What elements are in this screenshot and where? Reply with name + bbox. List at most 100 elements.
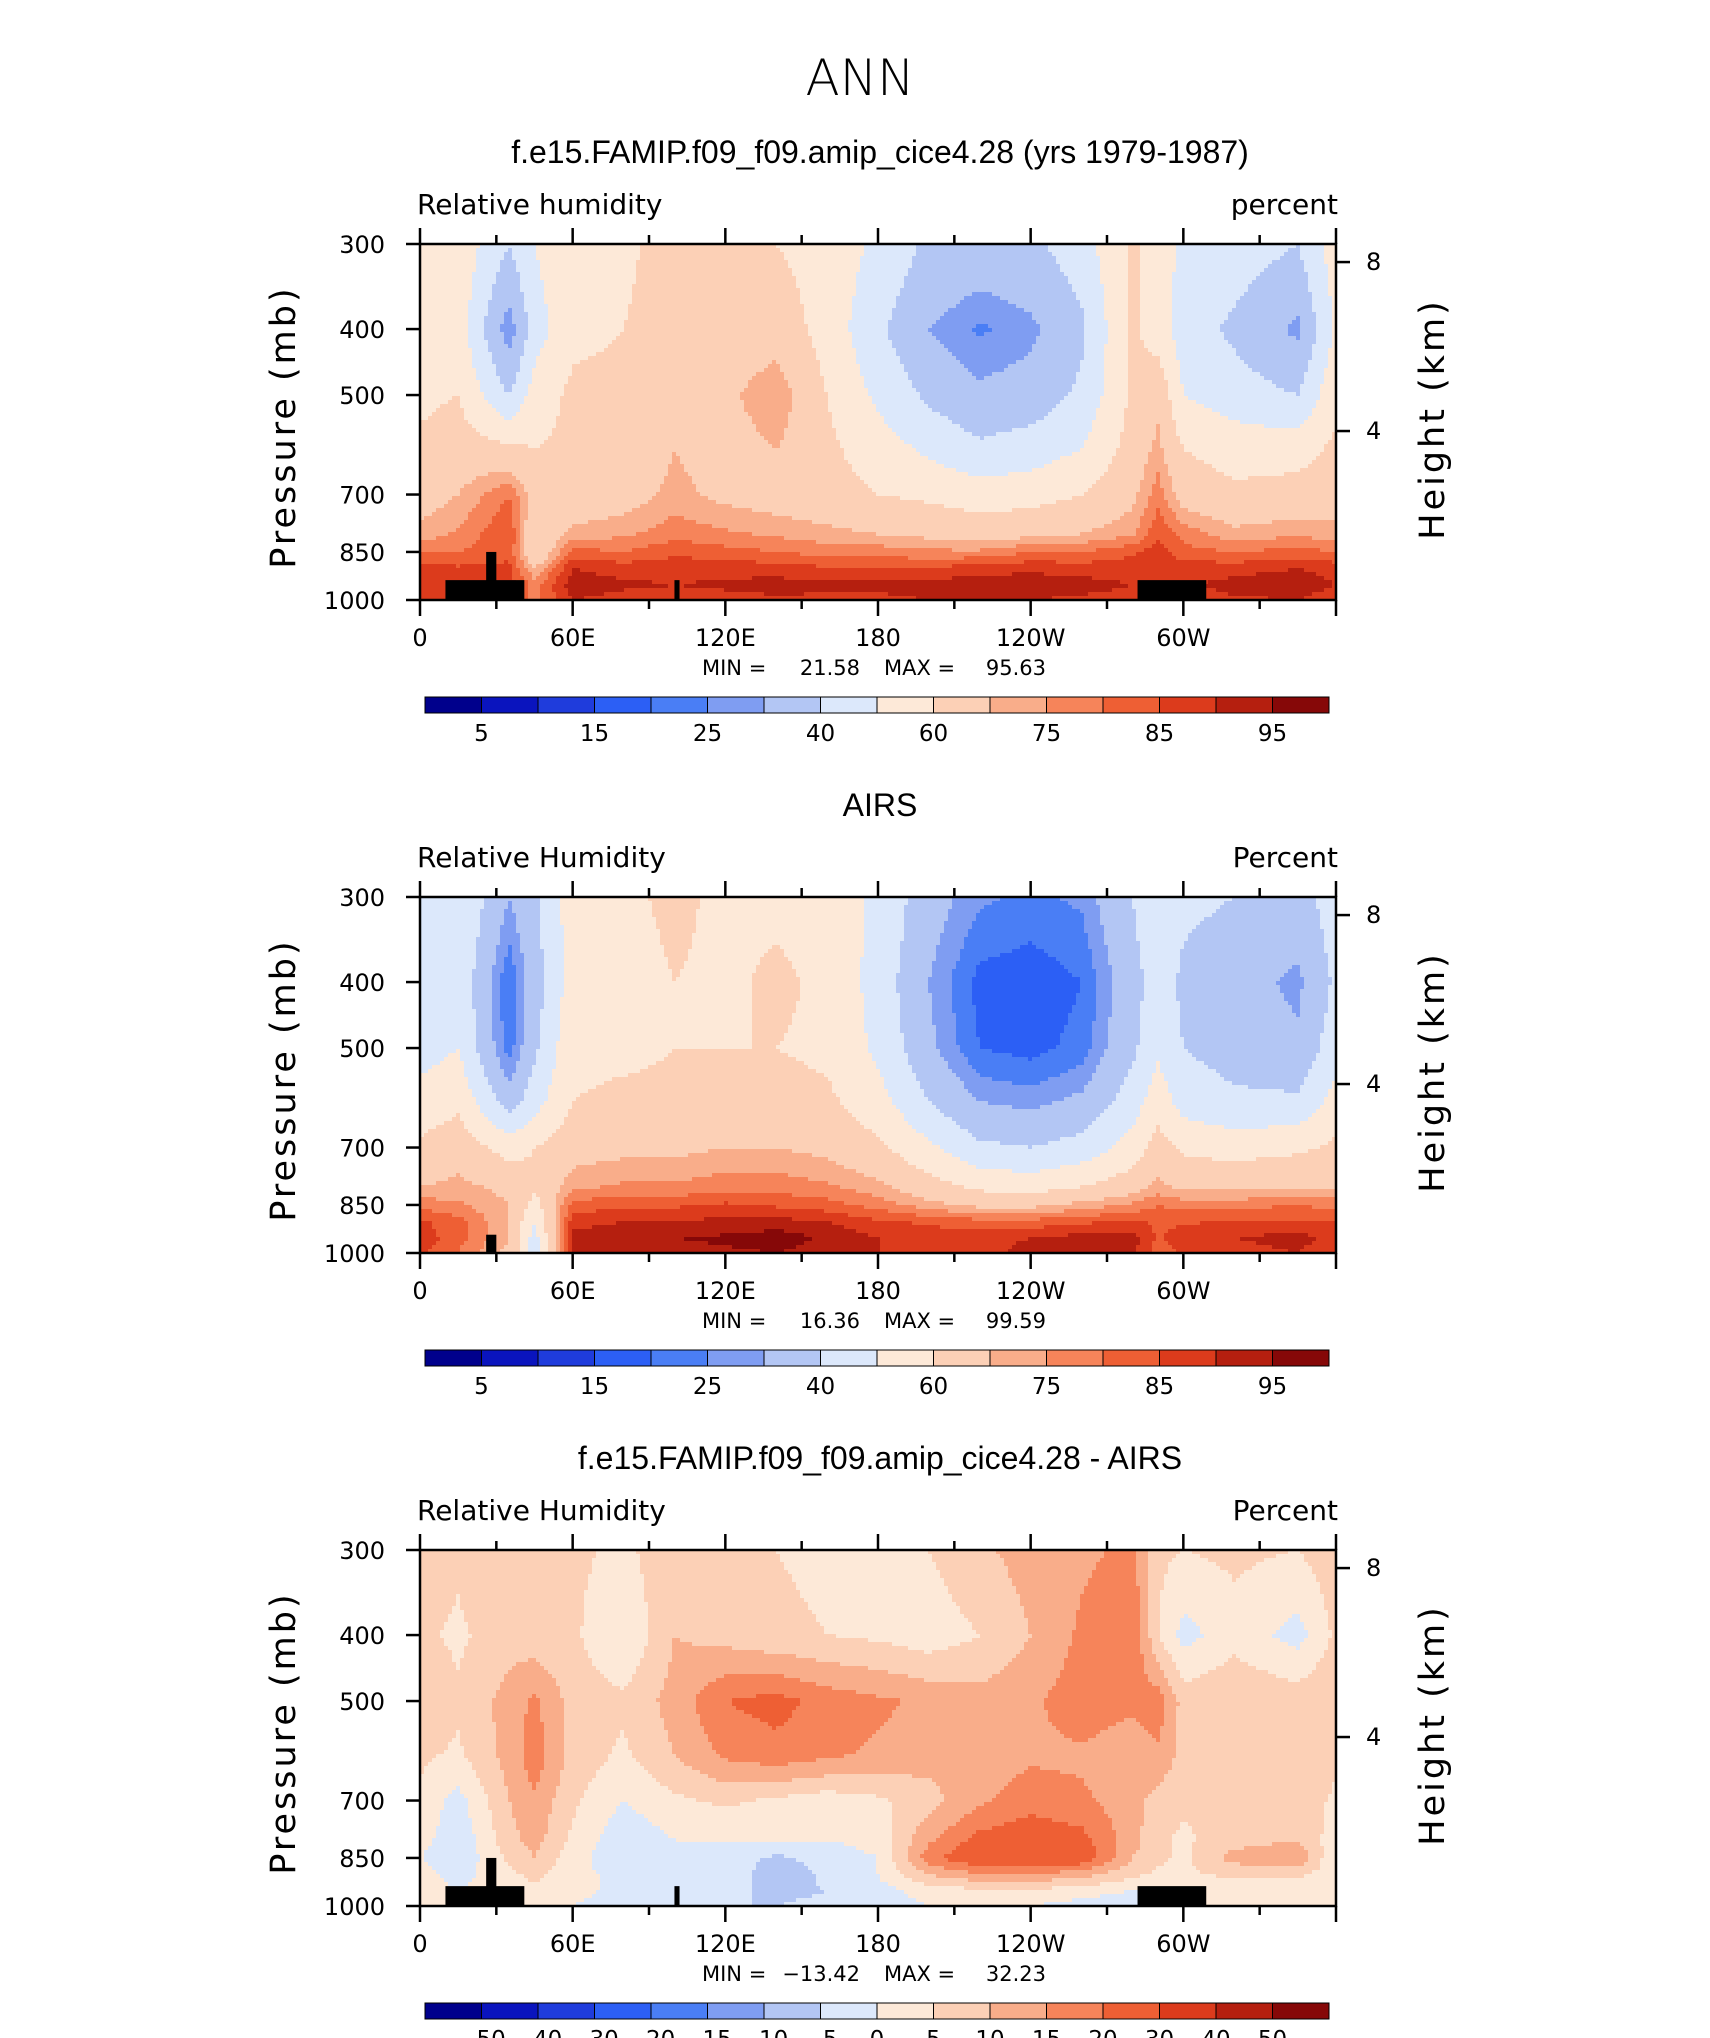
- field-cell: [692, 284, 697, 289]
- field-cell: [1080, 284, 1085, 289]
- field-cell: [984, 268, 989, 273]
- field-cell: [720, 280, 725, 285]
- field-cell: [924, 300, 929, 305]
- field-cell: [1240, 280, 1245, 285]
- field-cell: [780, 268, 785, 273]
- field-cell: [980, 296, 985, 301]
- field-cell: [1052, 268, 1057, 273]
- field-cell: [516, 248, 521, 253]
- field-cell: [852, 292, 857, 297]
- field-cell: [592, 292, 597, 297]
- field-cell: [772, 300, 777, 305]
- field-cell: [860, 288, 865, 293]
- field-cell: [532, 252, 537, 257]
- field-cell: [728, 288, 733, 293]
- field-cell: [1240, 276, 1245, 281]
- field-cell: [476, 296, 481, 301]
- field-cell: [964, 248, 969, 253]
- field-cell: [584, 296, 589, 301]
- field-cell: [1300, 292, 1305, 297]
- field-cell: [772, 268, 777, 273]
- field-cell: [968, 268, 973, 273]
- field-cell: [552, 252, 557, 257]
- field-cell: [1304, 280, 1309, 285]
- field-cell: [576, 296, 581, 301]
- field-cell: [1164, 248, 1169, 253]
- field-cell: [1224, 296, 1229, 301]
- field-cell: [968, 276, 973, 281]
- field-cell: [648, 296, 653, 301]
- field-cell: [1236, 264, 1241, 269]
- field-cell: [516, 296, 521, 301]
- field-cell: [640, 264, 645, 269]
- field-cell: [1296, 292, 1301, 297]
- field-cell: [916, 284, 921, 289]
- field-cell: [424, 268, 429, 273]
- field-cell: [876, 264, 881, 269]
- field-cell: [784, 300, 789, 305]
- field-cell: [444, 296, 449, 301]
- field-cell: [680, 284, 685, 289]
- field-cell: [532, 284, 537, 289]
- field-cell: [716, 260, 721, 265]
- field-cell: [488, 260, 493, 265]
- field-cell: [1052, 272, 1057, 277]
- field-cell: [568, 268, 573, 273]
- field-cell: [688, 276, 693, 281]
- field-cell: [680, 300, 685, 305]
- field-cell: [656, 256, 661, 261]
- field-cell: [600, 280, 605, 285]
- field-cell: [936, 276, 941, 281]
- field-cell: [500, 264, 505, 269]
- field-cell: [696, 248, 701, 253]
- field-cell: [1016, 292, 1021, 297]
- field-cell: [1060, 260, 1065, 265]
- field-cell: [1180, 284, 1185, 289]
- field-cell: [936, 284, 941, 289]
- field-cell: [1116, 292, 1121, 297]
- field-cell: [796, 260, 801, 265]
- field-cell: [644, 256, 649, 261]
- field-cell: [752, 248, 757, 253]
- field-cell: [596, 296, 601, 301]
- field-cell: [504, 300, 509, 305]
- field-cell: [528, 252, 533, 257]
- field-cell: [980, 300, 985, 305]
- field-cell: [1320, 264, 1325, 269]
- field-cell: [832, 260, 837, 265]
- field-cell: [504, 292, 509, 297]
- field-cell: [1060, 284, 1065, 289]
- field-cell: [1224, 272, 1229, 277]
- field-cell: [892, 252, 897, 257]
- field-cell: [768, 288, 773, 293]
- field-cell: [884, 300, 889, 305]
- field-cell: [1028, 284, 1033, 289]
- field-cell: [712, 300, 717, 305]
- field-cell: [1224, 264, 1229, 269]
- field-cell: [968, 272, 973, 277]
- field-cell: [1312, 256, 1317, 261]
- field-cell: [816, 264, 821, 269]
- field-cell: [528, 284, 533, 289]
- field-cell: [716, 296, 721, 301]
- field-cell: [1184, 284, 1189, 289]
- field-cell: [1264, 252, 1269, 257]
- field-cell: [1160, 260, 1165, 265]
- field-cell: [820, 248, 825, 253]
- field-cell: [1048, 252, 1053, 257]
- field-cell: [632, 288, 637, 293]
- field-cell: [1036, 268, 1041, 273]
- field-cell: [668, 272, 673, 277]
- field-cell: [496, 272, 501, 277]
- field-cell: [704, 296, 709, 301]
- field-cell: [1280, 284, 1285, 289]
- field-cell: [744, 288, 749, 293]
- field-cell: [760, 264, 765, 269]
- field-cell: [1096, 292, 1101, 297]
- field-cell: [1260, 256, 1265, 261]
- field-cell: [1296, 276, 1301, 281]
- field-cell: [1264, 284, 1269, 289]
- field-cell: [1116, 288, 1121, 293]
- field-cell: [1100, 280, 1105, 285]
- field-cell: [676, 300, 681, 305]
